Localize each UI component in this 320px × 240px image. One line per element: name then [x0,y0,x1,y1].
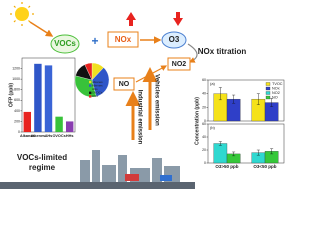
error-bar [256,149,260,156]
y-axis-label: OFP (ppb) [8,83,14,107]
bar [44,65,53,132]
legend-swatch [89,95,92,98]
legend-swatch [265,91,271,95]
error-bar [218,141,222,146]
legend-label: OVOCs [92,91,103,95]
no2-label: NO2 [172,61,187,68]
legend-swatch [265,86,271,91]
error-bar [232,94,236,104]
no-node [113,77,135,91]
legend-label: NOx [272,87,280,91]
nox-node [107,31,139,48]
legend-label: Alkenes [92,83,103,87]
regime-label: regime [29,163,56,172]
pie-slice [91,67,110,97]
error-bar [270,148,274,155]
o3-node [161,31,187,49]
graphical-abstract: VOCs + NOx O3 NOx titration NO2 NO Vehic… [0,2,285,189]
legend-label: NO [272,96,278,100]
y-tick-label: 1000 [12,77,20,81]
up-arrow [126,12,136,26]
y-tick-label: 0 [18,130,20,134]
city [0,150,195,189]
y-tick-label: 200 [14,119,20,123]
x-tick-label: HHs [66,134,74,138]
titration-label: NOx titration [198,47,247,56]
y-tick-label: 40 [202,135,206,139]
error-bar [256,93,260,105]
y-axis-label: Concentration (ppb) [194,97,200,145]
x-tick-label: O3>50 ppb [215,164,238,169]
legend-label: TVOC [272,82,283,86]
legend-swatch [265,95,271,100]
o3-label: O3 [169,35,180,44]
plot-frame [207,123,285,164]
x-tick-label: Alkenes [31,134,46,138]
x-tick-label: Alkanes [20,134,35,138]
sun [10,2,34,26]
bar [34,63,42,132]
no2-node [167,57,191,71]
nox-label: NOx [115,35,132,44]
x-tick-label: AHs [45,134,53,138]
y-tick-label: 0 [204,161,206,165]
error-bar [232,151,236,157]
industrial-label: Industrial emission [136,90,142,145]
legend-swatch [89,91,92,94]
legend-label: HHs [92,94,98,98]
y-tick-label: 800 [14,88,20,92]
vehicles-label: Vehicles emission [153,74,159,126]
x-tick-label: O3<50 ppb [253,164,276,169]
no-label: NO [119,81,130,88]
bar [65,121,74,132]
legend-swatch [89,84,92,87]
arrow [29,21,54,37]
down-arrow [173,12,183,26]
panel-label: (b) [210,125,216,130]
y-tick-label: 20 [202,105,206,109]
bar [213,143,228,164]
y-tick-label: 1200 [12,66,20,70]
legend-swatch [89,88,92,91]
x-tick-label: OVOCs [52,134,65,138]
y-tick-label: 0 [204,119,206,123]
pie-slice [84,62,93,81]
arrow [187,43,198,63]
y-tick-label: 60 [202,78,206,82]
bar [55,116,63,132]
legend-label: Alkanes [92,80,103,84]
error-bar [270,98,274,107]
legend-label: AHs [92,87,98,91]
legend-label: NO2 [272,91,280,95]
vocs-label: VOCs [54,39,76,48]
y-tick-label: 40 [202,92,206,96]
plus: + [91,34,98,48]
bar [23,111,32,132]
error-bar [218,87,222,101]
regime-label: VOCs-limited [17,153,67,162]
legend-swatch [89,80,92,84]
legend-swatch [265,82,271,86]
plot-frame [207,79,285,122]
y-tick-label: 20 [202,148,206,152]
panel-label: (a) [210,81,216,86]
y-tick-label: 60 [202,122,206,126]
vocs-node [50,34,80,54]
y-tick-label: 600 [14,98,20,102]
y-tick-label: 400 [14,109,20,113]
